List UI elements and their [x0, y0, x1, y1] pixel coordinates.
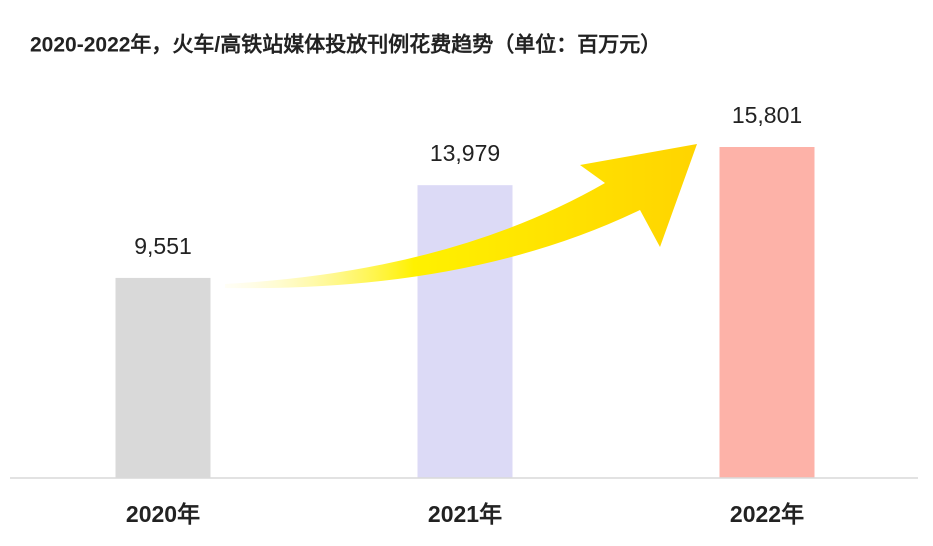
- x-tick-label: 2022年: [730, 501, 804, 527]
- bar: [719, 147, 815, 478]
- bar: [115, 277, 211, 478]
- trend-arrow: [225, 144, 697, 289]
- value-label: 13,979: [430, 140, 500, 166]
- value-label: 9,551: [134, 233, 192, 259]
- bar: [417, 185, 513, 478]
- x-tick-label: 2021年: [428, 501, 502, 527]
- value-label: 15,801: [732, 102, 802, 128]
- x-tick-label: 2020年: [126, 501, 200, 527]
- chart-title: 2020-2022年，火车/高铁站媒体投放刊例花费趋势（单位：百万元）: [30, 33, 661, 57]
